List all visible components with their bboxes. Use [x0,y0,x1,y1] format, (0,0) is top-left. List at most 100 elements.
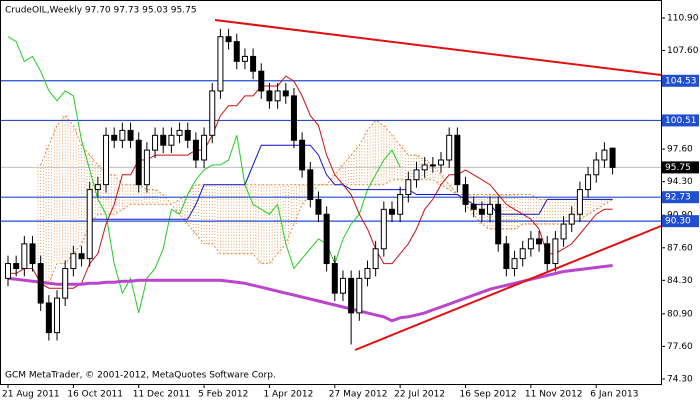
chart-title: CrudeOIL,Weekly 97.70 97.73 95.03 95.75 [5,6,197,16]
candle-body [201,134,208,161]
candle-body [519,248,526,260]
candle-body [552,238,559,265]
x-tick-label: 6 Jan 2013 [590,390,638,400]
candle-body [37,263,44,304]
y-tick-label: 80.90 [667,309,693,319]
candle-body [54,297,61,334]
candle-body [70,253,77,269]
candle-body [274,90,281,102]
candle-body [609,147,616,168]
candle-body [209,90,216,136]
y-tick-label: 110.90 [667,13,699,23]
candle-body [397,194,404,215]
plot-area [0,28,661,345]
axis: 110.90107.6097.6094.3090.9087.6084.3080.… [2,13,699,400]
candle-body [315,198,322,215]
candle-body [503,243,510,269]
candle-body [478,208,485,215]
candle-body [5,263,11,279]
candle-body [168,134,175,146]
candle-body [119,129,126,141]
candle-body [527,238,534,250]
y-tick-label: 74.30 [667,374,693,384]
candle-body [511,258,518,269]
candle-body [192,139,199,161]
x-tick-label: 5 Feb 2012 [198,390,248,400]
plot-frame [0,0,662,385]
candle-body [13,263,20,269]
candle-body [470,203,477,210]
candle-body [413,169,420,181]
candle-body [405,179,412,196]
x-tick-label: 11 Nov 2012 [525,390,583,400]
candle-body [160,134,167,146]
candle-body [331,263,338,294]
bid-label: 95.75 [665,163,691,173]
level-box [662,215,699,228]
candle-body [576,189,583,215]
candle-body [495,203,502,245]
candle-body [78,253,85,260]
level-box [662,74,699,87]
candle-body [135,139,142,186]
x-tick-label: 11 Dec 2011 [133,390,191,400]
x-tick-label: 22 Jul 2012 [394,390,445,400]
indicator-line [7,264,613,323]
candle-body [388,208,395,215]
candle-body [356,277,363,314]
candle-body [601,149,608,161]
candle-body [225,36,232,43]
y-tick-label: 94.30 [667,177,693,187]
x-tick-label: 16 Oct 2011 [67,390,123,400]
candle-body [290,95,297,141]
candle-body [487,203,494,215]
candle-body [111,134,118,141]
y-tick-label: 77.60 [667,342,693,352]
candle-body [585,174,592,191]
y-tick-label: 84.30 [667,276,693,286]
candle-body [282,90,289,97]
footer: GCM MetaTrader, © 2001-2012, MetaQuotes … [5,371,276,381]
level-label: 104.53 [665,76,697,86]
level-box [662,114,699,127]
candle-body [372,248,379,269]
candle-body [348,277,355,314]
level-label: 90.30 [665,217,691,227]
x-tick-label: 16 Sep 2012 [460,390,517,400]
candle-body [593,159,600,176]
y-tick-label: 107.60 [667,46,699,56]
indicator-line [89,144,613,220]
candle-body [380,208,387,250]
y-tick-label: 97.60 [667,145,693,155]
candle-body [21,243,28,269]
candle-body [560,223,567,240]
candle-body [29,243,36,265]
candle-body [152,134,159,151]
candle-body [446,134,453,161]
candle-body [62,267,69,299]
candle-body [429,164,436,167]
candle-body [103,134,110,186]
indicator-line [8,75,613,289]
candle-body [323,213,330,265]
x-tick-label: 1 Apr 2012 [263,390,313,400]
candle-body [364,267,371,279]
trend-line [354,225,662,351]
candle-body [94,184,101,191]
candle-body [266,90,273,102]
candle-body [258,70,265,92]
candle-body [568,213,575,225]
candle-body [421,164,428,171]
candle-body [250,55,257,72]
x-tick-label: 21 Aug 2011 [2,390,60,400]
candle-body [217,36,224,92]
level-label: 92.73 [665,193,691,203]
candle-body [438,159,445,166]
candle-body [233,41,240,62]
cloud-edge [40,179,613,284]
candle-body [184,129,191,141]
candle-body [544,243,551,265]
candle-body [299,139,306,171]
level-label: 100.51 [665,116,697,126]
